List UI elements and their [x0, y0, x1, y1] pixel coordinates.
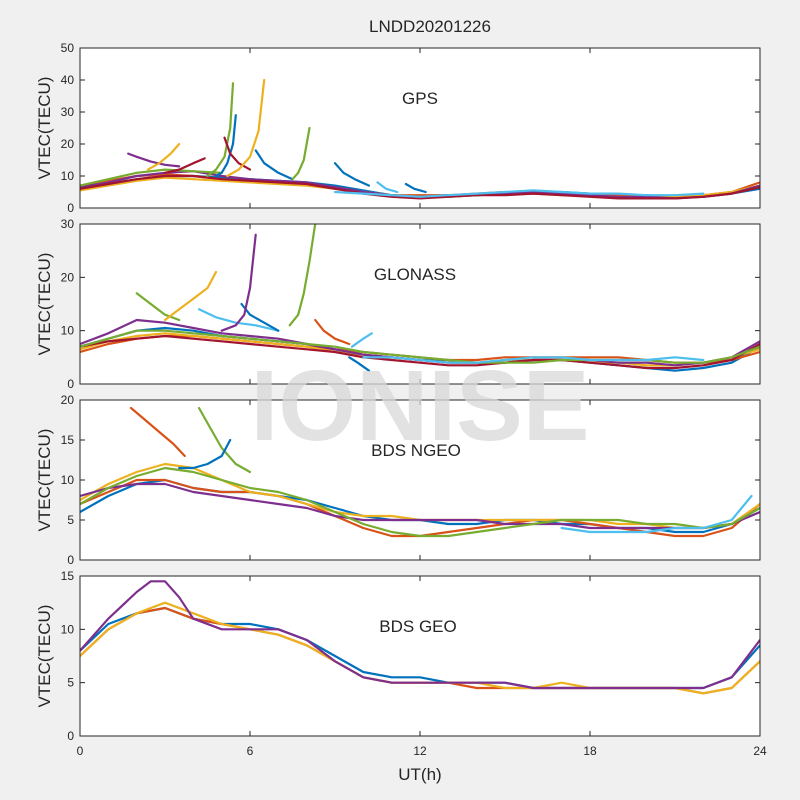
series-line-7 [135, 292, 181, 322]
x-tick-label: 18 [583, 744, 597, 758]
series-group [80, 78, 760, 200]
series-line-18 [404, 182, 427, 194]
series-line-13 [226, 78, 266, 178]
y-axis-label: VTEC(TECU) [35, 253, 54, 356]
x-tick-label: 6 [247, 744, 254, 758]
panel-0: 0 10 20 30 40 50 GPS VTEC(TECU) [35, 41, 761, 215]
series-line-9 [163, 157, 206, 174]
panel-3: 0 6 12 18 24 0 5 10 15 BDS GEO VTEC(TECU) UT(h) [35, 569, 767, 784]
series-group [80, 580, 760, 695]
series-line-5 [333, 189, 705, 198]
y-tick-label: 15 [61, 569, 75, 583]
y-axis-label: VTEC(TECU) [35, 77, 54, 180]
y-tick-label: 15 [61, 433, 75, 447]
series-line-14 [254, 149, 294, 181]
y-tick-label: 0 [67, 201, 74, 215]
series-line-6 [80, 168, 223, 187]
y-tick-label: 5 [67, 676, 74, 690]
series-line-4 [80, 174, 760, 200]
y-tick-label: 40 [61, 73, 75, 87]
panels: 01020304050GPSVTEC(TECU)0102030GLONASSVT… [35, 41, 767, 784]
series-line-13 [314, 318, 351, 346]
y-tick-label: 10 [61, 324, 75, 338]
series-line-3 [80, 482, 760, 530]
series-line-17 [376, 181, 399, 194]
series-line-16 [333, 162, 371, 187]
y-tick-label: 50 [61, 41, 75, 55]
x-tick-label: 24 [753, 744, 767, 758]
figure-title: LNDD20201226 [369, 17, 491, 36]
series-line-10 [206, 82, 235, 178]
y-axis-label: VTEC(TECU) [35, 605, 54, 708]
y-tick-label: 0 [67, 553, 74, 567]
series-line-8 [163, 270, 218, 322]
series-line-15 [291, 126, 311, 181]
series-line-4 [80, 466, 760, 538]
plot-area [80, 576, 760, 736]
y-tick-label: 0 [67, 377, 74, 391]
panel-1: 0 10 20 30 GLONASS VTEC(TECU) [35, 217, 761, 391]
x-tick-label: 12 [413, 744, 427, 758]
y-tick-label: 10 [61, 622, 75, 636]
y-tick-label: 30 [61, 217, 75, 231]
y-axis-label: VTEC(TECU) [35, 429, 54, 532]
series-line-12 [223, 136, 252, 171]
series-line-9 [197, 308, 280, 332]
panel-label: GLONASS [374, 265, 456, 284]
series-line-7 [197, 406, 252, 474]
plot-area [80, 48, 760, 208]
y-tick-label: 20 [61, 393, 75, 407]
x-axis-label: UT(h) [398, 765, 441, 784]
series-group [80, 406, 760, 538]
y-tick-label: 10 [61, 169, 75, 183]
y-tick-label: 0 [67, 729, 74, 743]
series-line-11 [214, 114, 237, 178]
panel-label: BDS NGEO [371, 441, 461, 460]
series-line-11 [220, 233, 257, 332]
y-tick-label: 30 [61, 105, 75, 119]
panel-label: GPS [402, 89, 438, 108]
watermark: IONISE [251, 350, 590, 462]
plot-area [80, 400, 760, 560]
series-group [80, 224, 760, 372]
series-line-6 [129, 406, 186, 458]
y-tick-label: 20 [61, 270, 75, 284]
y-tick-label: 5 [67, 513, 74, 527]
series-line-6 [362, 356, 705, 364]
panel-2: 0 5 10 15 20 BDS NGEO VTEC(TECU) [35, 393, 761, 567]
series-line-5 [560, 494, 753, 534]
series-line-7 [127, 152, 181, 168]
y-tick-label: 10 [61, 473, 75, 487]
series-line-14 [350, 332, 373, 348]
series-line-8 [178, 438, 232, 470]
series-line-3 [80, 580, 760, 690]
series-line-15 [348, 356, 371, 372]
x-tick-label: 0 [77, 744, 84, 758]
series-line-12 [288, 224, 317, 327]
panel-label: BDS GEO [379, 617, 456, 636]
y-tick-label: 20 [61, 137, 75, 151]
series-line-8 [146, 142, 181, 171]
series-line-4 [80, 334, 760, 370]
